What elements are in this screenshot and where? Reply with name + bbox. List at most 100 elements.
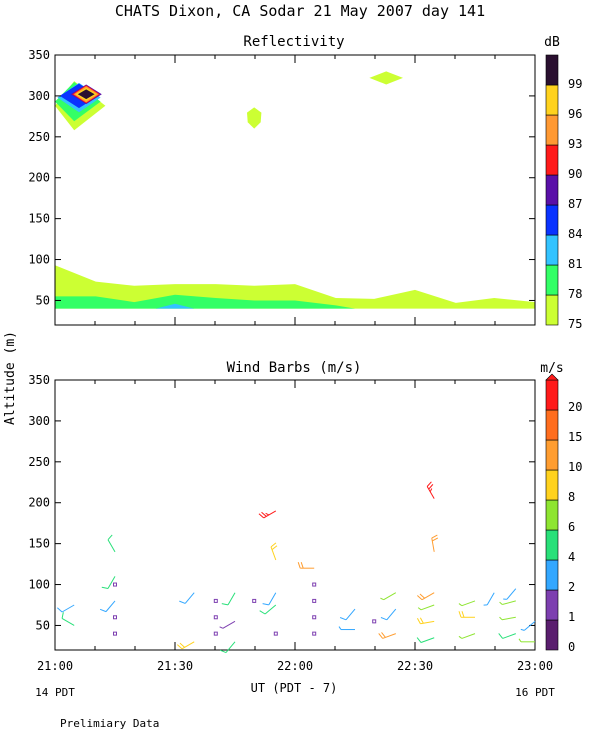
wind-barb-shaft-15 <box>227 592 236 606</box>
x-axis-label: UT (PDT - 7) <box>251 681 338 695</box>
wind-barb-feather-6-0 <box>101 586 109 589</box>
wind-colorbar-swatch-10 <box>545 439 559 471</box>
wind-colorbar-tick-2: 2 <box>568 580 575 594</box>
wind-barb-39 <box>458 633 476 639</box>
wind-barb-calm-12 <box>213 598 218 603</box>
wind-barb-shaft-1 <box>61 604 75 613</box>
wind-colorbar-swatch-1 <box>545 589 559 621</box>
reflectivity-layer-78db-1 <box>55 294 355 309</box>
wind-barb-feather-44-0 <box>499 616 503 621</box>
x-tick-label-22:30: 22:30 <box>397 659 433 673</box>
wind-barb-shaft-21 <box>263 510 277 519</box>
wind-barb-calm-10 <box>213 631 218 636</box>
wind-barb-calm-25 <box>312 582 317 587</box>
wind-barb-shaft-9 <box>184 592 195 604</box>
y-tick-label-250: 250 <box>28 130 50 144</box>
wind-barb-calm-3 <box>113 615 117 620</box>
x-tick-label-23:00: 23:00 <box>517 659 553 673</box>
wind-barb-shaft-8 <box>181 641 195 650</box>
reflectivity-blob-75db-10 <box>369 71 403 85</box>
wind-barb-feather-47-0 <box>518 638 522 643</box>
wind-barb-calm-16 <box>252 598 257 603</box>
y-tick-label-350: 350 <box>28 373 50 387</box>
preliminary-note: Prelimiary Data <box>60 717 159 730</box>
wind-barb-feather-7-0 <box>107 534 113 541</box>
wind-barb-14 <box>219 620 236 629</box>
wind-barb-feather-19-0 <box>262 603 269 606</box>
y-tick-label-250: 250 <box>28 455 50 469</box>
wind-barb-calm-11 <box>213 615 218 620</box>
wind-colorbar-arrow <box>545 373 559 381</box>
wind-barb-shaft-31 <box>386 608 397 621</box>
wind-barb-feather-35-0 <box>417 607 422 611</box>
wind-barb-21 <box>258 510 277 519</box>
reflectivity-blob-99db-8 <box>77 89 95 100</box>
wind-colorbar-tick-15: 15 <box>568 430 582 444</box>
wind-barbs-frame <box>54 379 536 651</box>
wind-colorbar-swatch-2 <box>545 559 559 591</box>
wind-barb-shaft-37 <box>431 537 435 552</box>
wind-barb-feather-40-1 <box>461 611 465 618</box>
wind-barb-feather-31-0 <box>380 617 387 621</box>
wind-barb-7 <box>107 534 116 553</box>
wind-barb-feather-36-0 <box>417 595 423 601</box>
wind-barb-calm-5 <box>113 582 117 587</box>
wind-barb-shaft-44 <box>501 616 516 621</box>
reflectivity-colorbar-tick-87: 87 <box>568 197 582 211</box>
wind-barb-43 <box>498 633 516 639</box>
wind-barb-feather-27-0 <box>338 626 342 630</box>
wind-barb-shaft-19 <box>268 592 277 606</box>
wind-barb-19 <box>262 592 277 606</box>
wind-colorbar: 0 1 2 4 6 8 10 15 20 <box>545 373 582 654</box>
wind-barb-calm-22 <box>312 631 317 636</box>
y-tick-label-50: 50 <box>36 293 50 307</box>
wind-barb-42 <box>483 592 495 606</box>
y-axis-label: Altitude (m) <box>3 331 18 425</box>
wind-barb-shaft-32 <box>383 592 397 601</box>
wind-barb-shaft-7 <box>107 539 116 553</box>
end-date-label: 16 PDT <box>515 686 555 699</box>
y-tick-label-150: 150 <box>28 212 50 226</box>
wind-barb-calm-29 <box>372 619 377 624</box>
wind-barb-shaft-42 <box>486 592 495 606</box>
wind-barb-20 <box>270 542 278 561</box>
wind-barb-feather-20-0 <box>270 542 277 548</box>
wind-barb-feather-32-0 <box>380 597 384 601</box>
wind-barb-46 <box>503 588 517 600</box>
wind-barb-feather-34-1 <box>419 617 424 624</box>
wind-colorbar-swatch-4 <box>545 529 559 561</box>
wind-barb-feather-18-0 <box>259 610 266 615</box>
wind-barb-feather-48-0 <box>520 628 525 631</box>
wind-barb-feather-28-0 <box>339 617 347 621</box>
wind-colorbar-tick-0: 0 <box>568 640 575 654</box>
x-tick-label-21:30: 21:30 <box>157 659 193 673</box>
wind-barb-feather-30-0 <box>378 633 384 639</box>
wind-barb-45 <box>499 600 516 606</box>
reflectivity-colorbar-swatch-96 <box>545 84 559 116</box>
reflectivity-colorbar-tick-75: 75 <box>568 317 582 331</box>
wind-barb-feather-45-0 <box>499 601 503 605</box>
wind-barb-31 <box>380 608 397 621</box>
wind-barb-feather-39-0 <box>458 635 463 639</box>
wind-barb-calm-2 <box>113 631 117 636</box>
wind-barb-shaft-14 <box>222 620 236 629</box>
wind-barb-15 <box>221 592 236 606</box>
reflectivity-colorbar-swatch-81 <box>545 234 559 266</box>
y-tick-label-150: 150 <box>28 537 50 551</box>
wind-barb-shaft-41 <box>461 600 476 607</box>
wind-barb-feather-8-1 <box>179 642 186 648</box>
wind-barb-feather-15-0 <box>221 603 229 606</box>
reflectivity-colorbar-swatch-93 <box>545 114 559 146</box>
wind-barb-9 <box>179 592 195 604</box>
wind-barb-shaft-13 <box>225 641 236 653</box>
wind-barb-shaft-33 <box>420 637 435 643</box>
wind-barb-33 <box>416 637 435 643</box>
reflectivity-colorbar-swatch-84 <box>545 204 559 236</box>
wind-barb-37 <box>431 534 439 552</box>
wind-barb-calm-24 <box>312 598 317 603</box>
wind-barb-47 <box>518 638 535 643</box>
reflectivity-panel: Reflectivity 50 100 150 200 250 300 350 75 78 81… <box>28 34 582 331</box>
wind-colorbar-tick-1: 1 <box>568 610 575 624</box>
wind-barb-shaft-18 <box>264 604 277 615</box>
wind-colorbar-tick-6: 6 <box>568 520 575 534</box>
